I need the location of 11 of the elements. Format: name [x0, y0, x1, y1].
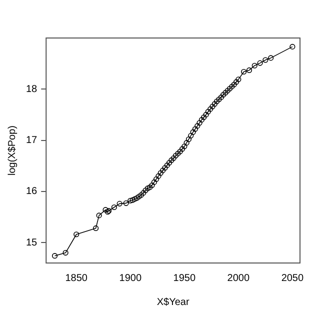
y-tick-label: 18 [26, 84, 38, 95]
x-tick-label: 1900 [119, 272, 142, 284]
y-tick-label: 17 [26, 135, 38, 146]
y-tick-label: 15 [26, 237, 38, 248]
y-axis-title: log(X$Pop) [6, 125, 18, 176]
x-tick-label: 2050 [281, 272, 304, 284]
y-tick-label: 16 [26, 186, 38, 198]
x-tick-label: 1950 [173, 272, 196, 284]
x-axis-title: X$Year [156, 296, 190, 308]
x-tick-label: 1850 [65, 272, 88, 284]
x-tick-label: 2000 [227, 272, 250, 284]
